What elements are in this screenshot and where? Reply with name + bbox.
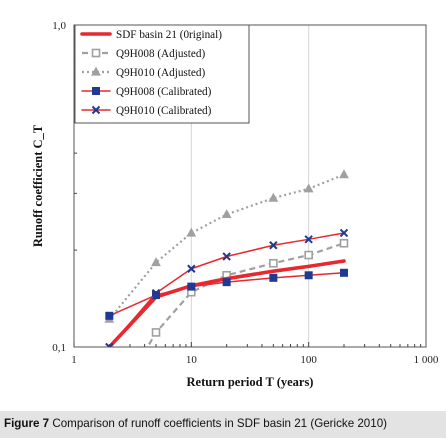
data-point <box>222 252 231 261</box>
legend-entry: Q9H008 (Adjusted) <box>82 48 205 60</box>
axis-ticks: 1 10 100 1 000 0,1 1,0 <box>52 20 439 366</box>
figure-caption: Figure 7 Comparison of runoff coefficien… <box>4 417 444 430</box>
data-point <box>151 328 161 337</box>
legend-label: Q9H008 (Adjusted) <box>116 48 205 60</box>
data-point <box>339 169 349 179</box>
legend-label: Q9H010 (Adjusted) <box>116 67 205 79</box>
data-point <box>304 271 313 280</box>
data-point <box>339 268 348 277</box>
data-point <box>303 183 314 193</box>
data-point <box>187 282 196 291</box>
legend-box <box>74 24 250 124</box>
data-point <box>268 192 279 202</box>
x-tick-label: 10 <box>186 354 198 366</box>
data-point <box>269 258 278 268</box>
y-tick-label: 1,0 <box>52 20 66 32</box>
legend-entry: Q9H008 (Calibrated) <box>81 86 212 98</box>
x-tick-label: 1 <box>71 354 77 366</box>
data-point <box>92 87 100 95</box>
data-point <box>151 257 161 267</box>
data-point <box>187 264 196 273</box>
series-1 <box>146 238 349 347</box>
x-tick-label: 1 000 <box>414 354 439 366</box>
series-4 <box>105 228 349 347</box>
x-axis-label: Return period T (years) <box>187 375 314 389</box>
figure-caption-text: Comparison of runoff coefficients in SDF… <box>52 417 388 430</box>
runoff-chart: 1 10 100 1 000 0,1 1,0 SDF basin 21 (0riginal… <box>31 20 439 389</box>
data-point <box>91 48 101 58</box>
legend-entry: Q9H010 (Adjusted) <box>82 66 205 79</box>
y-tick-label: 0,1 <box>52 342 66 354</box>
data-point <box>304 235 313 244</box>
legend: SDF basin 21 (0riginal) Q9H008 (Adjusted)… <box>74 24 250 124</box>
legend-entry: SDF basin 21 (0riginal) <box>80 29 222 41</box>
legend-entry: Q9H010 (Calibrated) <box>81 105 212 117</box>
data-point <box>269 241 278 250</box>
data-point <box>339 228 349 238</box>
legend-label: Q9H010 (Calibrated) <box>116 105 212 117</box>
data-point <box>151 288 161 298</box>
legend-label: SDF basin 21 (0riginal) <box>116 29 222 41</box>
series-3 <box>105 268 348 320</box>
series-layer <box>104 169 349 347</box>
y-axis-label: Runoff coefficient C_T <box>31 124 45 247</box>
plot-frame <box>73 24 427 348</box>
data-point <box>105 311 114 320</box>
data-point <box>222 278 231 287</box>
data-point <box>186 227 197 237</box>
data-point <box>304 250 313 260</box>
data-point <box>152 291 161 300</box>
data-point <box>221 209 232 219</box>
legend-label: Q9H008 (Calibrated) <box>116 86 212 98</box>
caption-bar <box>0 411 446 438</box>
figure-label: Figure 7 <box>4 417 50 430</box>
data-point <box>269 273 278 282</box>
data-point <box>91 105 101 115</box>
data-point <box>105 342 114 347</box>
x-tick-label: 100 <box>300 354 317 366</box>
data-point <box>91 66 101 76</box>
data-point <box>339 238 349 248</box>
